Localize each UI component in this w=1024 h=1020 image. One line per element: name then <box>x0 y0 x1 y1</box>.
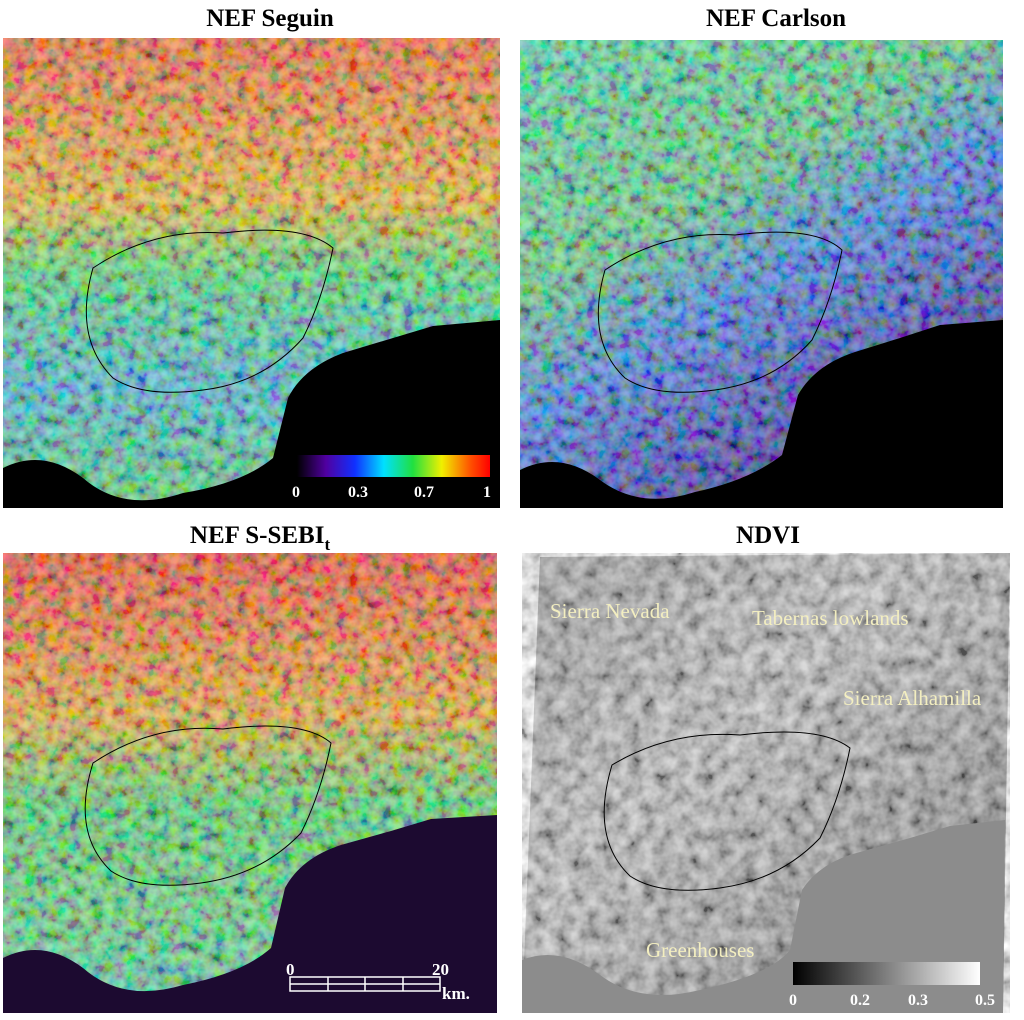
place-label: Sierra Nevada <box>550 599 670 623</box>
colorbar-label: 0.7 <box>414 484 434 501</box>
place-label: Sierra Alhamilla <box>843 686 982 710</box>
park-boundary <box>84 725 332 886</box>
title-text: NEF S-SEBI <box>190 522 325 549</box>
park-boundary <box>603 731 851 891</box>
map-panel <box>520 40 1003 508</box>
scale-unit: km. <box>442 984 470 1003</box>
title-subscript: t <box>324 535 330 554</box>
colorbar-label: 0.2 <box>850 992 870 1009</box>
sea <box>3 815 497 1013</box>
colorbar-label: 0 <box>292 484 300 501</box>
panel-title: NEF Seguin <box>206 5 334 32</box>
colorbar <box>297 455 490 477</box>
colorbar-label: 0.3 <box>348 484 368 501</box>
place-label: Tabernas lowlands <box>752 606 909 630</box>
scale-label: 20 <box>432 960 449 979</box>
colorbar-label: 0.5 <box>975 992 995 1009</box>
map-panel <box>522 553 1010 1013</box>
colorbar <box>793 962 980 985</box>
colorbar-label: 0.3 <box>908 992 928 1009</box>
sea <box>520 320 1003 508</box>
panel-title: NDVI <box>736 522 800 549</box>
scale-label: 0 <box>286 960 295 979</box>
place-label: Greenhouses <box>646 938 754 962</box>
panel-title: NEF S-SEBIt <box>190 522 331 554</box>
park-boundary <box>597 231 843 393</box>
park-boundary <box>85 229 334 393</box>
scale-bar <box>289 976 441 992</box>
panel-title: NEF Carlson <box>706 5 846 32</box>
map-panel <box>3 553 497 1013</box>
map-panel <box>3 38 500 508</box>
colorbar-label: 0 <box>789 992 797 1009</box>
colorbar-label: 1 <box>483 484 491 501</box>
